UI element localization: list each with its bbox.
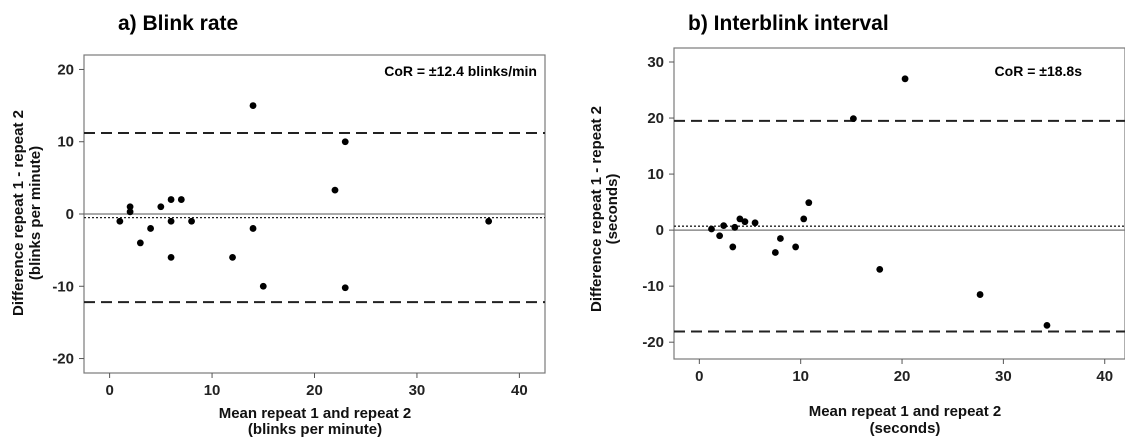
x-tick-label: 40: [511, 382, 528, 399]
data-point: [708, 225, 715, 233]
y-tick-label: 20: [647, 110, 664, 127]
data-point: [976, 291, 984, 298]
axis-ticks: 0 10 20 30 40 -20 -10 0 10 20: [52, 61, 527, 399]
x-axis-title-line1: Mean repeat 1 and repeat 2: [809, 403, 1002, 420]
data-point: [116, 217, 124, 225]
x-tick-label: 30: [995, 368, 1012, 385]
data-point: [876, 265, 884, 273]
x-axis-title-line2: (blinks per minute): [248, 421, 382, 438]
y-tick-label: -20: [642, 334, 664, 351]
data-point: [136, 239, 144, 247]
x-tick-label: 0: [105, 382, 113, 399]
data-point: [485, 217, 493, 225]
reference-lines: [674, 119, 1125, 333]
data-point: [729, 243, 737, 251]
y-tick-label: -10: [642, 278, 664, 295]
data-points: [116, 102, 493, 292]
data-point: [341, 284, 349, 292]
x-tick-label: 40: [1096, 368, 1113, 385]
reference-lines: [84, 132, 545, 304]
data-point: [229, 253, 236, 261]
data-point: [771, 249, 779, 256]
y-tick-label: 0: [66, 206, 74, 223]
data-point: [331, 186, 339, 194]
data-point: [849, 115, 857, 123]
panel-blink-rate: a) Blink rate CoR = ±12.4 blinks/min Mea…: [10, 12, 546, 438]
plot-frame: [673, 47, 1125, 360]
data-point: [188, 217, 195, 225]
data-point: [167, 196, 175, 203]
data-point: [800, 215, 808, 223]
y-tick-label: -10: [52, 278, 74, 295]
data-point: [126, 208, 134, 216]
y-axis-title-line1: Difference repeat 1 - repeat 2: [10, 110, 27, 316]
data-point: [126, 203, 134, 211]
data-point: [731, 223, 739, 231]
data-point: [751, 219, 759, 227]
y-tick-label: 10: [647, 166, 664, 183]
x-tick-label: 0: [695, 368, 703, 385]
data-point: [777, 235, 784, 242]
x-axis-title-line1: Mean repeat 1 and repeat 2: [219, 405, 412, 422]
data-point: [249, 102, 257, 109]
x-tick-label: 20: [894, 368, 911, 385]
y-axis-title-line1: Difference repeat 1 - repeat 2: [588, 106, 605, 312]
data-point: [901, 75, 909, 83]
x-tick-label: 10: [204, 382, 221, 399]
data-point: [157, 203, 165, 211]
data-point: [167, 253, 175, 261]
x-tick-label: 30: [409, 382, 426, 399]
y-tick-label: -20: [52, 351, 74, 368]
y-tick-label: 20: [57, 61, 74, 78]
data-point: [805, 199, 813, 207]
data-point: [167, 217, 175, 225]
data-point: [792, 243, 800, 251]
y-tick-label: 0: [656, 222, 664, 239]
panel-title: b) Interblink interval: [688, 12, 889, 35]
data-point: [147, 225, 154, 232]
data-point: [716, 232, 724, 240]
cor-annotation: CoR = ±18.8s: [995, 63, 1083, 79]
data-point: [341, 138, 349, 146]
data-point: [736, 215, 744, 223]
data-point: [720, 222, 728, 230]
panel-interblink-interval: b) Interblink interval CoR = ±18.8s Mean…: [588, 12, 1125, 437]
data-point: [259, 282, 267, 290]
cor-annotation: CoR = ±12.4 blinks/min: [384, 63, 537, 79]
y-axis-title-line2: (blinks per minute): [27, 146, 44, 280]
x-axis-title-line2: (seconds): [870, 420, 941, 437]
data-point: [741, 218, 749, 226]
data-point: [1043, 321, 1051, 329]
data-point: [249, 225, 257, 232]
y-tick-label: 30: [647, 54, 664, 71]
x-tick-label: 20: [306, 382, 323, 399]
x-tick-label: 10: [792, 368, 809, 385]
panel-title: a) Blink rate: [118, 12, 238, 35]
data-point: [177, 196, 185, 203]
data-points: [708, 75, 1051, 329]
y-axis-title-line2: (seconds): [604, 174, 621, 245]
axis-ticks: 0 10 20 30 40 -20 -10 0 10 20 30: [642, 54, 1113, 385]
y-tick-label: 10: [57, 134, 74, 151]
